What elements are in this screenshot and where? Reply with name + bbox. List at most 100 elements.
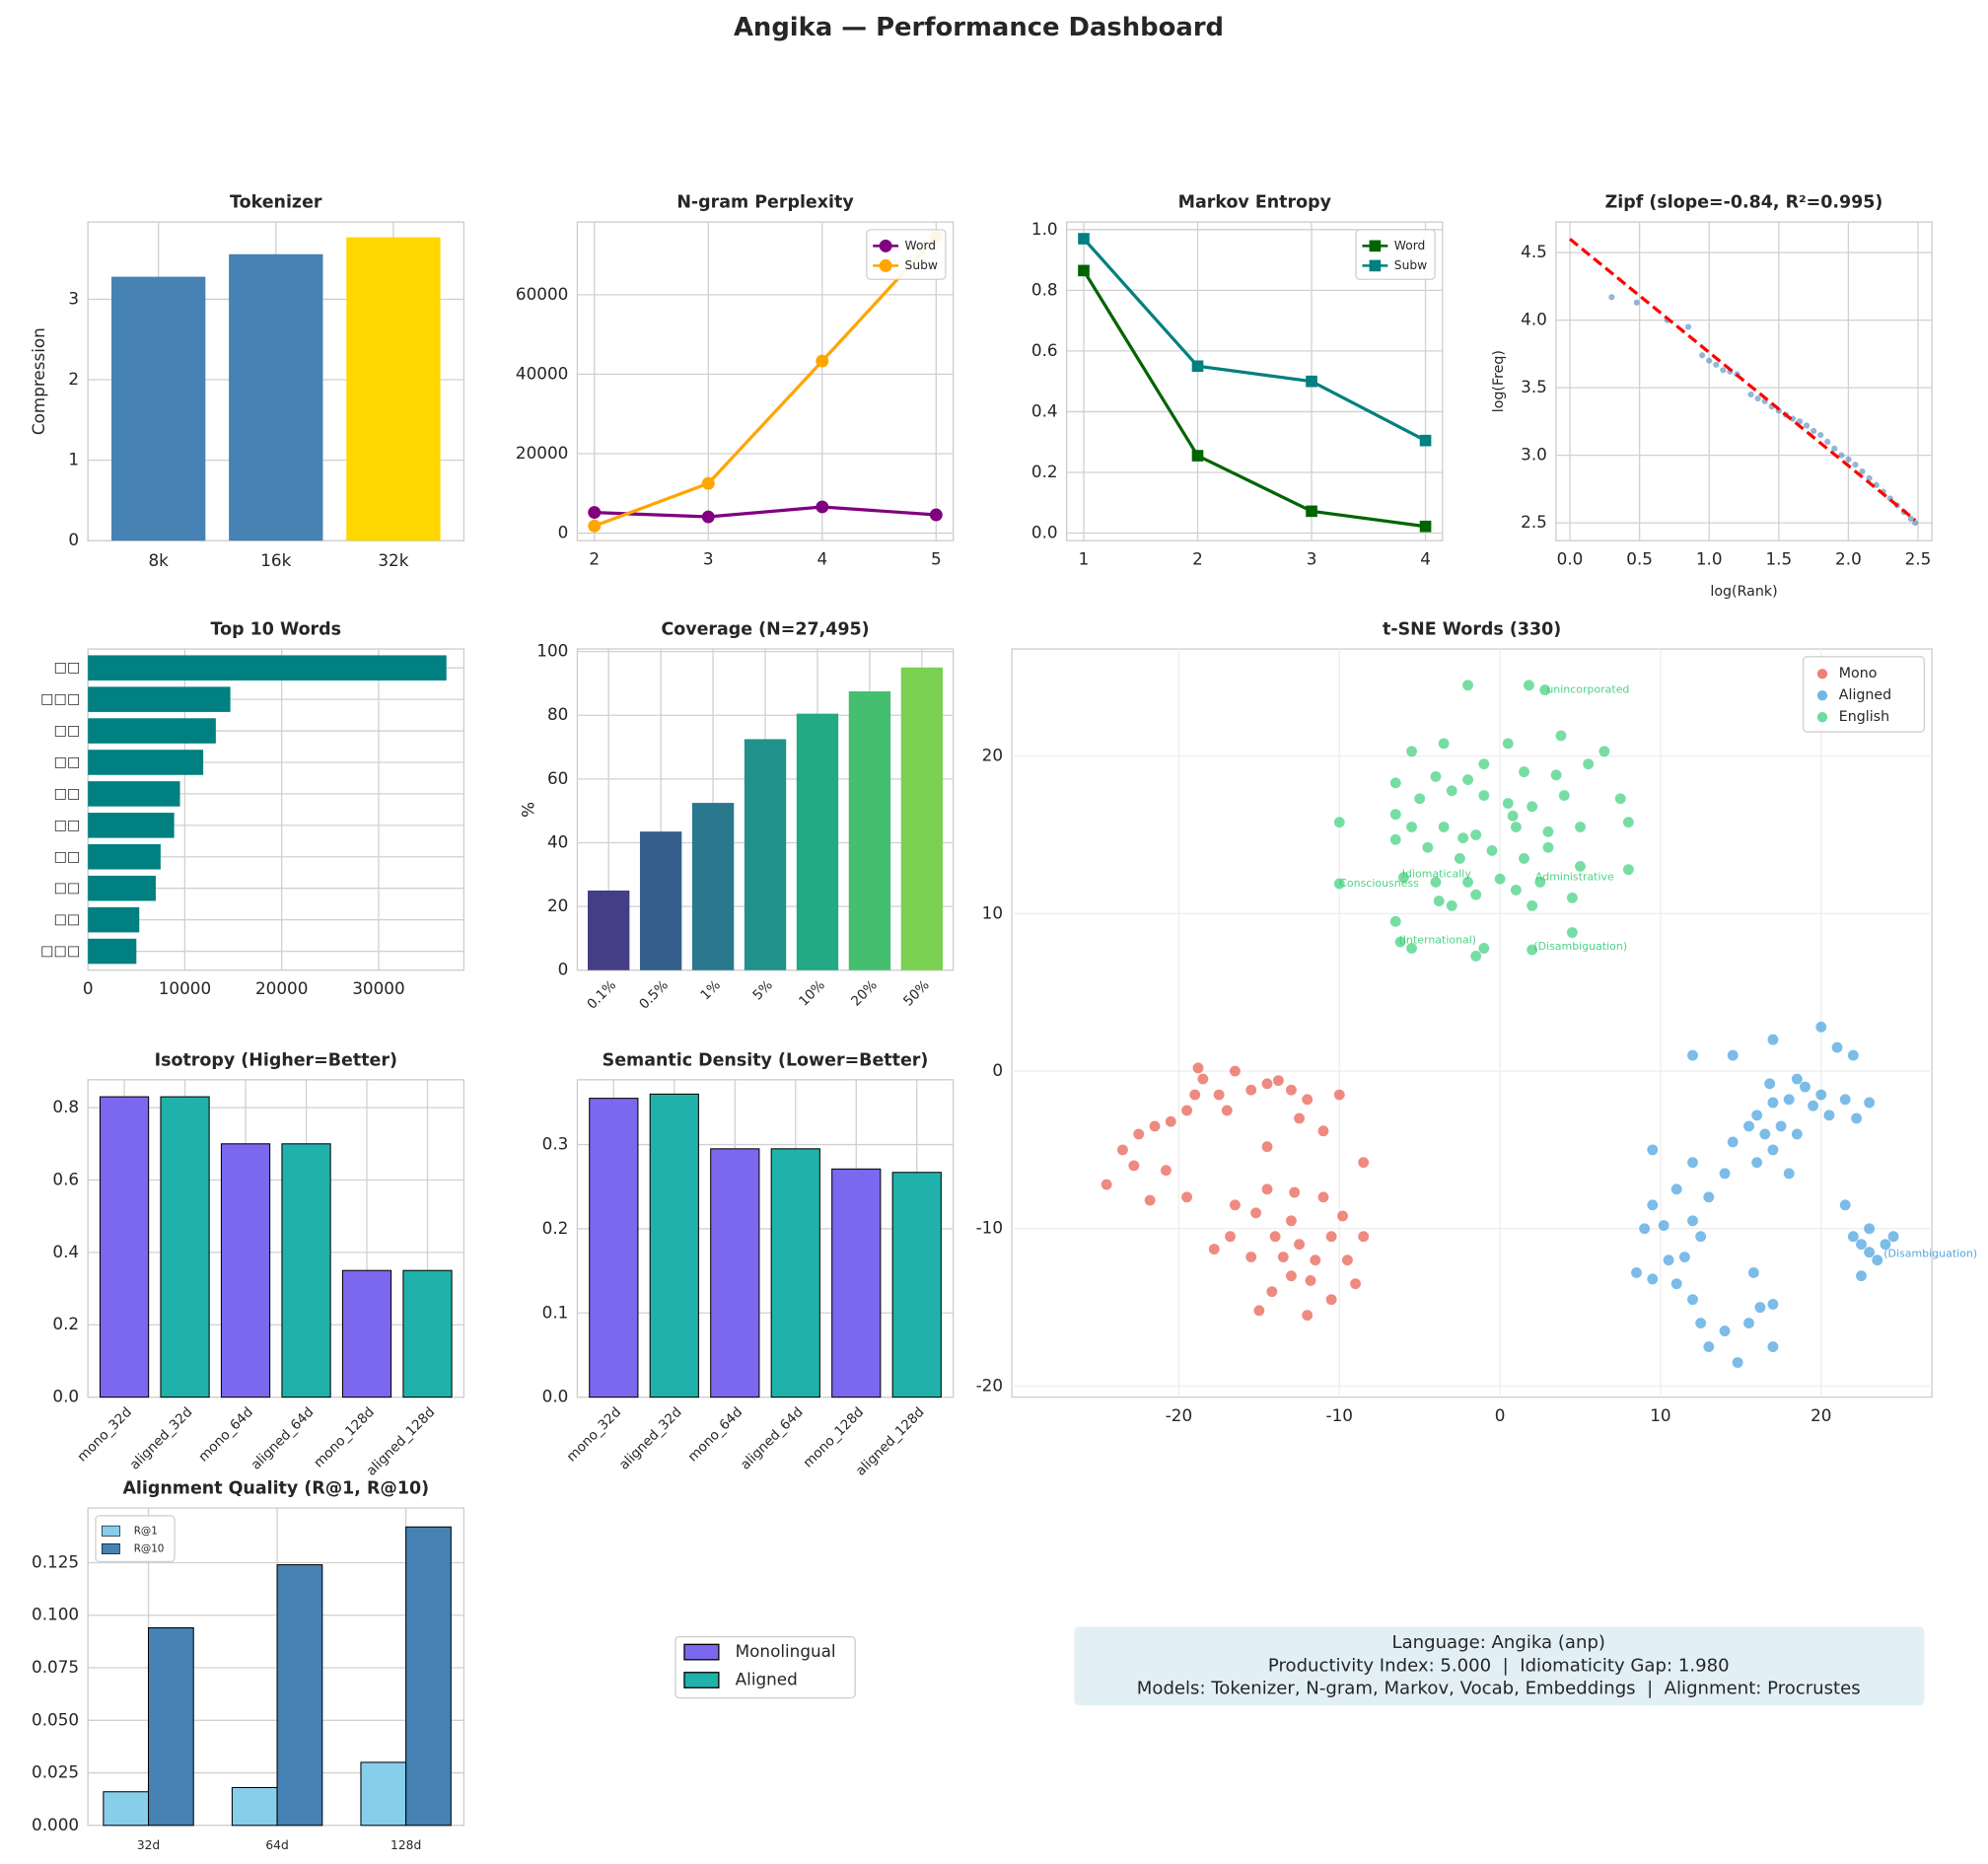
bar xyxy=(831,1168,882,1398)
y-tick-label: 0.1 xyxy=(542,1302,569,1322)
point xyxy=(1230,1199,1241,1211)
bar xyxy=(88,686,231,712)
x-tick-label: 1 xyxy=(1079,549,1090,569)
line xyxy=(594,236,938,528)
point xyxy=(1478,943,1490,954)
point xyxy=(1502,798,1514,809)
point xyxy=(1221,1105,1233,1116)
point xyxy=(1864,1097,1876,1109)
y-tick-label: □□ xyxy=(54,660,81,676)
point xyxy=(1743,1120,1754,1132)
point xyxy=(1519,853,1529,864)
chart-title: Top 10 Words xyxy=(211,620,342,640)
point xyxy=(1350,1278,1361,1290)
point xyxy=(1302,1094,1314,1106)
chart-title: Markov Entropy xyxy=(1178,193,1332,213)
point xyxy=(1847,1049,1859,1061)
y-tick-label: □□ xyxy=(54,754,81,770)
x-tick-label: 20% xyxy=(848,977,881,1010)
point xyxy=(1454,853,1465,864)
plot-area xyxy=(576,1079,955,1398)
point xyxy=(1687,1049,1698,1061)
chart-title: Tokenizer xyxy=(230,193,322,213)
line xyxy=(594,505,937,519)
y-tick-label: 2 xyxy=(68,369,79,389)
y-tick-label: 20000 xyxy=(516,443,568,463)
y-tick-label: 2.5 xyxy=(1521,512,1547,532)
y-tick-label: 0 xyxy=(68,530,79,549)
x-tick-label: 1.5 xyxy=(1765,549,1792,569)
point xyxy=(1815,1021,1827,1033)
point xyxy=(1558,790,1570,801)
point xyxy=(1358,1231,1370,1243)
legend-label: R@10 xyxy=(134,1542,165,1554)
point xyxy=(1100,1179,1112,1190)
point xyxy=(1542,825,1554,837)
legend-box xyxy=(1802,656,1926,733)
point xyxy=(1317,1125,1329,1137)
annotation: (Disambiguation) xyxy=(1883,1247,1977,1259)
y-tick-label: 0.050 xyxy=(32,1709,79,1729)
point xyxy=(1389,833,1401,845)
y-axis-label: log(Freq) xyxy=(1491,350,1507,412)
y-tick-label: 3.0 xyxy=(1521,445,1547,465)
x-tick-label: 0 xyxy=(1495,1405,1506,1425)
y-tick-label: -10 xyxy=(976,1218,1003,1238)
point xyxy=(1887,1231,1899,1243)
legend-marker xyxy=(879,239,892,252)
y-tick-label: □□ xyxy=(54,881,81,896)
y-tick-label: 0.2 xyxy=(52,1314,79,1333)
point xyxy=(1808,1100,1819,1111)
point xyxy=(1245,1252,1257,1262)
point xyxy=(1192,1062,1204,1074)
point xyxy=(1397,872,1409,884)
point xyxy=(1751,1157,1763,1169)
point xyxy=(1764,1078,1776,1090)
x-tick-label: 4 xyxy=(816,549,827,569)
legend-label: Aligned xyxy=(1839,687,1891,703)
y-axis-label: Compression xyxy=(29,327,48,435)
x-tick-label: 1.0 xyxy=(1696,549,1723,569)
point xyxy=(1430,770,1442,782)
y-tick-label: 0.8 xyxy=(52,1097,79,1116)
point xyxy=(1817,431,1824,439)
y-tick-label: 0.0 xyxy=(1031,523,1058,542)
point xyxy=(1732,1357,1743,1368)
bar xyxy=(710,1148,760,1398)
shared-legend-box xyxy=(674,1635,856,1699)
point xyxy=(1847,1231,1859,1243)
x-tick-label: 10% xyxy=(796,977,828,1010)
point xyxy=(1727,1049,1739,1061)
point xyxy=(1272,1075,1284,1087)
point xyxy=(701,476,715,490)
y-tick-label: 3 xyxy=(68,288,79,308)
point xyxy=(1751,1110,1763,1121)
point xyxy=(1433,896,1445,906)
point xyxy=(1614,793,1626,805)
legend-label: R@1 xyxy=(134,1525,158,1537)
point xyxy=(1341,1255,1353,1266)
point xyxy=(1687,1157,1698,1169)
y-tick-label: □□□ xyxy=(40,944,80,960)
x-tick-label: -10 xyxy=(1326,1405,1353,1425)
chart-title: N-gram Perplexity xyxy=(676,193,854,213)
bar xyxy=(281,1143,331,1398)
bar xyxy=(88,750,204,775)
point xyxy=(1419,434,1432,447)
point xyxy=(1519,766,1529,778)
y-tick-label: 0 xyxy=(558,523,569,542)
bar xyxy=(589,1098,639,1398)
chart-title: Semantic Density (Lower=Better) xyxy=(603,1050,929,1070)
bar xyxy=(848,691,891,970)
point xyxy=(1414,793,1426,805)
legend-label: Subw xyxy=(1394,258,1427,272)
point xyxy=(1394,936,1406,948)
bar xyxy=(220,1143,271,1398)
y-tick-label: 1.0 xyxy=(1031,219,1058,239)
plot-area xyxy=(87,1079,465,1398)
point xyxy=(1727,1136,1739,1148)
y-tick-label: □□ xyxy=(54,912,81,928)
point xyxy=(1225,1231,1236,1243)
x-tick-label: mono_64d xyxy=(195,1404,256,1466)
annotation: unincorporated xyxy=(1546,683,1629,696)
